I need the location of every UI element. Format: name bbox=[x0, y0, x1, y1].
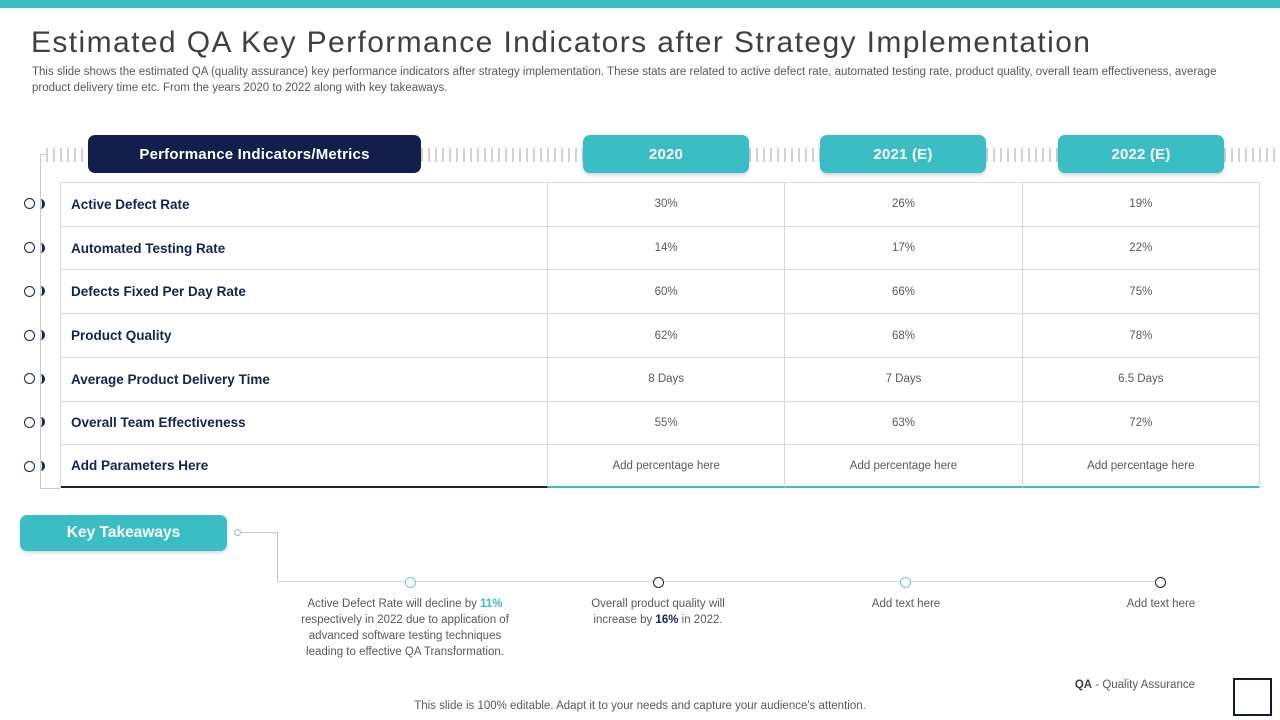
takeaway-text: Overall product quality will increase by… bbox=[568, 596, 748, 628]
connector-line bbox=[241, 532, 277, 533]
connector-line bbox=[40, 154, 41, 489]
cell-value: 78% bbox=[1129, 329, 1153, 342]
slide-number-placeholder[interactable] bbox=[1233, 678, 1272, 716]
table-row: Add Parameters Here Add percentage here … bbox=[61, 445, 1259, 489]
row-label: Overall Team Effectiveness bbox=[61, 401, 548, 445]
timeline-line bbox=[277, 581, 1161, 582]
abbreviation-definition: - Quality Assurance bbox=[1092, 679, 1195, 691]
cell-value: 8 Days bbox=[548, 357, 786, 401]
connector-line bbox=[40, 488, 60, 489]
circle-arrow-bullet-icon bbox=[24, 357, 50, 401]
connector-line bbox=[40, 154, 47, 155]
row-label: Average Product Delivery Time bbox=[61, 357, 548, 401]
cell-value: 26% bbox=[785, 183, 1023, 226]
table-row: Average Product Delivery Time 8 Days 7 D… bbox=[61, 357, 1259, 402]
takeaway-highlight: 11% bbox=[480, 598, 503, 610]
add-percentage-placeholder[interactable]: Add percentage here bbox=[785, 445, 1023, 489]
table-row: Overall Team Effectiveness 55% 63% 72% bbox=[61, 401, 1259, 446]
year-header-2020: 2020 bbox=[583, 135, 749, 173]
cell-value: 22% bbox=[1129, 242, 1153, 255]
ribbon-segment bbox=[421, 148, 583, 162]
add-percentage-placeholder[interactable]: Add percentage here bbox=[1022, 445, 1259, 489]
circle-arrow-bullet-icon bbox=[24, 269, 50, 313]
page-title: Estimated QA Key Performance Indicators … bbox=[31, 26, 1092, 59]
takeaway-highlight: 16% bbox=[655, 614, 679, 627]
add-percentage-placeholder[interactable]: Add percentage here bbox=[548, 445, 786, 489]
cell-value: 60% bbox=[548, 270, 786, 314]
circle-arrow-bullet-icon bbox=[24, 226, 50, 270]
cell-value: 62% bbox=[548, 314, 786, 357]
timeline-node-icon bbox=[653, 577, 664, 588]
year-header-2022: 2022 (E) bbox=[1058, 135, 1224, 173]
cell-value: 75% bbox=[1129, 285, 1153, 298]
timeline-node-icon bbox=[1155, 577, 1166, 588]
cell-value: 17% bbox=[785, 226, 1023, 270]
row-bullet-column bbox=[24, 182, 50, 488]
page-subtitle: This slide shows the estimated QA (quali… bbox=[32, 66, 1217, 95]
circle-arrow-bullet-icon bbox=[24, 313, 50, 357]
row-label: Automated Testing Rate bbox=[61, 226, 548, 270]
ribbon-segment bbox=[749, 148, 820, 162]
takeaway-prefix: Active Defect Rate will decline by bbox=[307, 598, 481, 610]
key-takeaways-header: Key Takeaways bbox=[20, 515, 227, 551]
add-text-placeholder[interactable]: Add text here bbox=[1126, 598, 1196, 610]
abbreviation-term: QA bbox=[1074, 679, 1093, 691]
row-label: Product Quality bbox=[61, 314, 548, 357]
row-label: Active Defect Rate bbox=[61, 183, 548, 226]
editable-note: This slide is 100% editable. Adapt it to… bbox=[414, 700, 866, 712]
circle-arrow-bullet-icon bbox=[24, 182, 50, 226]
takeaway-suffix: in 2022. bbox=[678, 614, 723, 627]
timeline-node-icon bbox=[405, 577, 416, 588]
year-header-2021: 2021 (E) bbox=[820, 135, 986, 173]
row-label: Defects Fixed Per Day Rate bbox=[61, 270, 548, 314]
ribbon-segment bbox=[986, 148, 1058, 162]
kpi-table: Active Defect Rate 30% 26% 19% Automated… bbox=[60, 182, 1260, 489]
top-accent-bar bbox=[0, 0, 1280, 8]
circle-arrow-bullet-icon bbox=[24, 444, 50, 488]
table-row: Defects Fixed Per Day Rate 60% 66% 75% bbox=[61, 270, 1259, 315]
ribbon-segment bbox=[1224, 148, 1280, 162]
ribbon-segment bbox=[46, 148, 88, 162]
timeline-node-icon bbox=[900, 577, 911, 588]
cell-value: 30% bbox=[548, 183, 786, 226]
takeaway-prefix: Overall product quality will increase by bbox=[591, 598, 725, 627]
cell-value: 68% bbox=[785, 314, 1023, 357]
cell-value: 72% bbox=[1129, 416, 1153, 429]
table-row: Automated Testing Rate 14% 17% 22% bbox=[61, 226, 1259, 271]
metrics-column-header: Performance Indicators/Metrics bbox=[88, 135, 421, 173]
takeaway-text: Active Defect Rate will decline by 11% r… bbox=[299, 596, 511, 660]
connector-line bbox=[277, 532, 278, 581]
cell-value: 7 Days bbox=[785, 357, 1023, 401]
cell-value: 66% bbox=[785, 270, 1023, 314]
circle-arrow-bullet-icon bbox=[24, 401, 50, 445]
table-row: Product Quality 62% 68% 78% bbox=[61, 314, 1259, 358]
add-text-placeholder[interactable]: Add text here bbox=[871, 598, 941, 610]
table-row: Active Defect Rate 30% 26% 19% bbox=[61, 183, 1259, 227]
cell-value: 6.5 Days bbox=[1118, 373, 1164, 386]
connector-dot bbox=[234, 529, 241, 536]
add-parameters-placeholder[interactable]: Add Parameters Here bbox=[61, 445, 548, 489]
cell-value: 14% bbox=[548, 226, 786, 270]
cell-value: 19% bbox=[1129, 198, 1153, 211]
cell-value: 63% bbox=[785, 401, 1023, 445]
abbreviation-note: QA - Quality Assurance bbox=[960, 679, 1195, 691]
takeaway-suffix: respectively in 2022 due to application … bbox=[301, 614, 509, 659]
cell-value: 55% bbox=[548, 401, 786, 445]
